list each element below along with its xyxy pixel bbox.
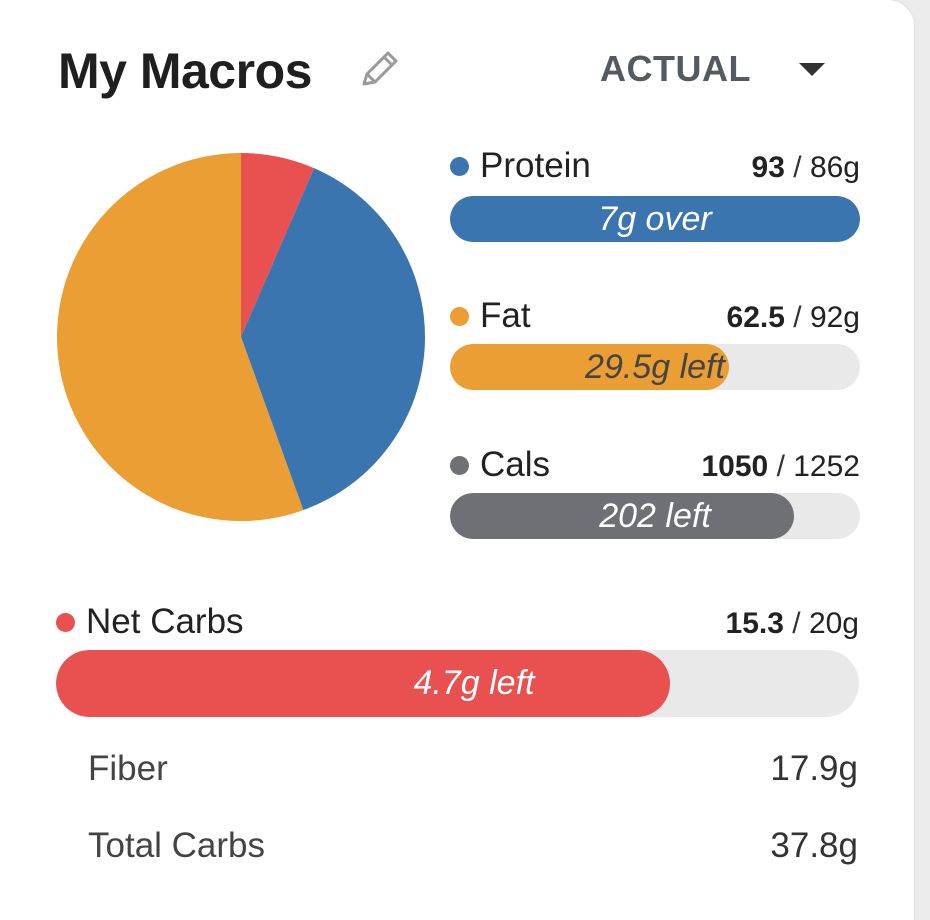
total-carbs-row: Total Carbs 37.8g — [88, 821, 858, 871]
protein-value: 93 / 86g — [751, 151, 860, 184]
protein-status: 7g over — [598, 199, 712, 238]
total-carbs-value: 37.8g — [770, 826, 858, 865]
net-carbs-current: 15.3 — [725, 607, 784, 640]
fat-label: Fat — [480, 296, 531, 335]
page-title: My Macros — [58, 43, 312, 99]
pencil-icon[interactable] — [356, 46, 402, 92]
protein-dot — [450, 157, 469, 176]
mode-label: ACTUAL — [600, 48, 751, 89]
net-carbs-goal: 20g — [808, 607, 859, 640]
protein-progress-bar: 7g over — [450, 196, 860, 242]
net-carbs-progress-bar: 4.7g left — [56, 650, 859, 717]
pie-slice-fat — [57, 153, 304, 521]
fat-current: 62.5 — [726, 301, 785, 334]
protein-goal: 86g — [809, 151, 860, 184]
protein-progress-fill — [450, 196, 860, 242]
net-carbs-dot — [56, 613, 75, 632]
cals-value: 1050 / 1252 — [701, 450, 860, 483]
cals-progress-bar: 202 left — [450, 493, 860, 539]
net-carbs-label: Net Carbs — [86, 602, 244, 641]
mode-dropdown[interactable]: ACTUAL — [600, 44, 825, 94]
macro-pie-chart — [57, 153, 426, 521]
cals-status: 202 left — [599, 496, 711, 535]
cals-progress-fill — [450, 493, 795, 539]
macro-protein: Protein 93 / 86g 7g over — [450, 142, 860, 242]
protein-label: Protein — [480, 146, 591, 185]
cals-goal: 1252 — [793, 450, 860, 483]
pie-slice-protein — [241, 168, 426, 511]
fat-value: 62.5 / 92g — [726, 301, 860, 334]
macro-net-carbs: Net Carbs 15.3 / 20g 4.7g left — [56, 598, 859, 717]
chevron-down-icon — [798, 62, 825, 76]
net-carbs-progress-fill — [56, 650, 671, 717]
fiber-value: 17.9g — [770, 749, 858, 788]
protein-current: 93 — [751, 151, 785, 184]
fat-progress-bar: 29.5g left — [450, 344, 860, 390]
macro-fat: Fat 62.5 / 92g 29.5g left — [450, 292, 860, 390]
net-carbs-value: 15.3 / 20g — [725, 607, 859, 640]
fat-goal: 92g — [809, 301, 860, 334]
fat-status: 29.5g left — [585, 347, 725, 386]
net-carbs-status: 4.7g left — [413, 664, 535, 702]
fat-dot — [450, 307, 469, 326]
total-carbs-label: Total Carbs — [88, 826, 266, 865]
cals-current: 1050 — [701, 450, 769, 483]
cals-dot — [450, 456, 469, 475]
fiber-label: Fiber — [88, 749, 168, 788]
pie-slice-net-carbs — [241, 153, 315, 337]
cals-label: Cals — [480, 445, 551, 484]
fiber-row: Fiber 17.9g — [88, 744, 858, 794]
fat-progress-fill — [450, 344, 729, 390]
macro-cals: Cals 1050 / 1252 202 left — [450, 441, 860, 539]
